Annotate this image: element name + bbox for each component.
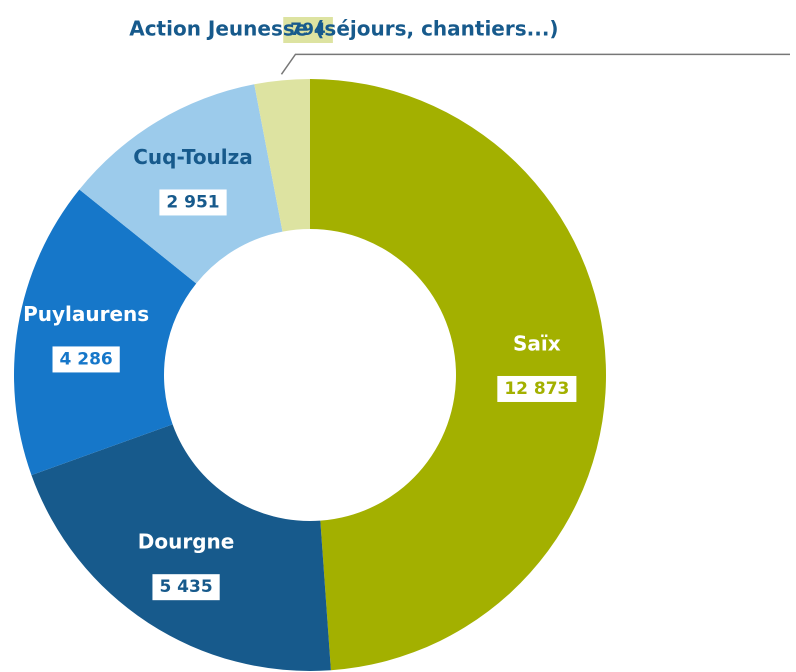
category-label: Dourgne [138,530,235,554]
value-label-box [497,375,577,402]
value-label: 2 951 [166,192,219,212]
value-label-box [152,574,220,601]
category-label: Puylaurens [23,302,149,326]
value-label-box [159,189,227,216]
value-label: 12 873 [504,379,569,399]
donut-segment [254,79,310,232]
value-label-box [283,17,333,43]
category-label: Saïx [513,331,561,355]
donut-segment [310,79,607,671]
category-label: Cuq-Toulza [133,145,253,169]
value-label-box [52,346,120,373]
value-label: 5 435 [159,577,212,597]
value-label: 794 [290,20,326,40]
donut-segment [31,424,331,671]
category-label: Action Jeunesse (séjours, chantiers...) [129,17,558,41]
leader-line [280,53,790,75]
donut-segment [79,84,283,284]
donut-segment [13,189,197,476]
value-label: 4 286 [60,349,113,369]
